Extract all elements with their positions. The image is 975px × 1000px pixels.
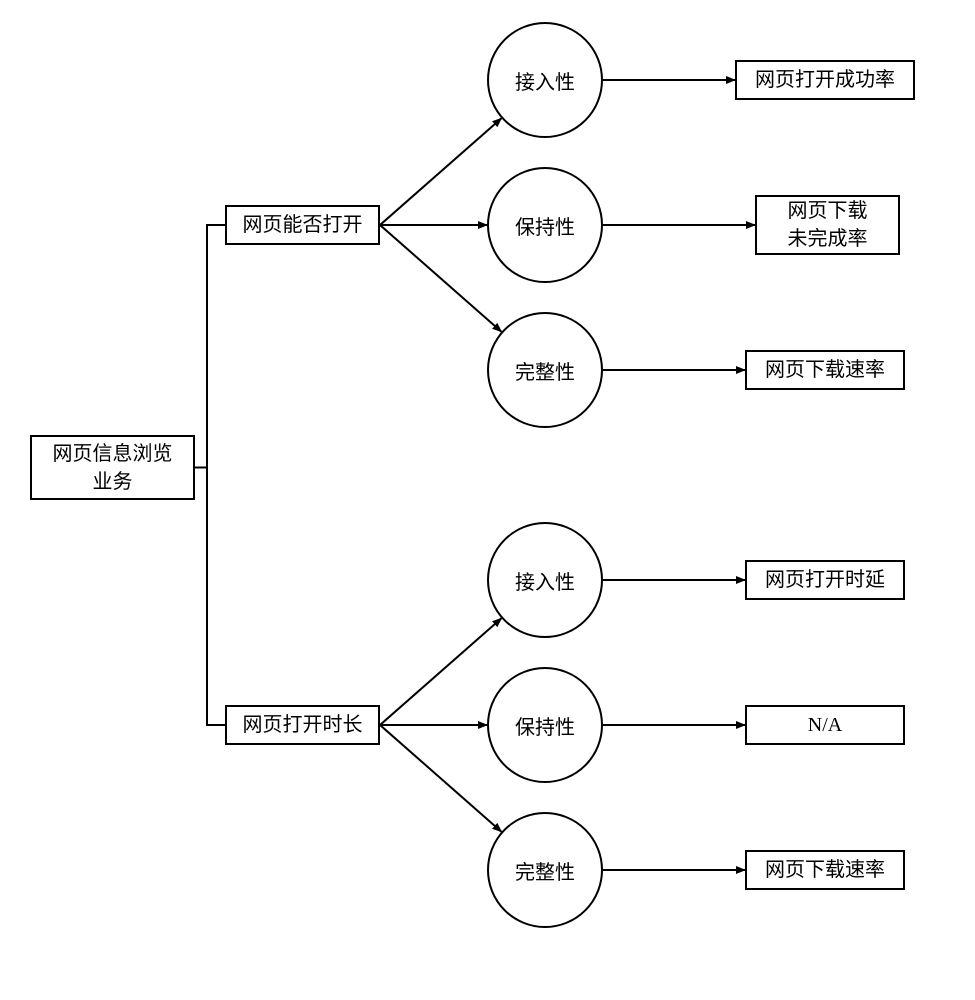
node-b2_c3: 完整性 [487, 812, 603, 928]
node-leaf3: 网页下载速率 [745, 350, 905, 390]
node-b2_c2: 保持性 [487, 667, 603, 783]
node-b1_c3: 完整性 [487, 312, 603, 428]
node-label: 网页打开时长 [243, 711, 363, 739]
node-label: 完整性 [515, 356, 575, 385]
node-label: 网页打开成功率 [755, 66, 895, 94]
diagram-canvas: 网页信息浏览 业务网页能否打开网页打开时长接入性保持性完整性接入性保持性完整性网… [0, 0, 975, 1000]
node-label: N/A [808, 711, 842, 739]
node-label: 完整性 [515, 856, 575, 885]
edge-root-branch2 [195, 468, 225, 726]
node-label: 网页下载 未完成率 [788, 197, 868, 253]
node-label: 保持性 [515, 711, 575, 740]
node-label: 网页下载速率 [765, 356, 885, 384]
node-branch2: 网页打开时长 [225, 705, 380, 745]
node-label: 网页打开时延 [765, 566, 885, 594]
node-leaf4: 网页打开时延 [745, 560, 905, 600]
node-branch1: 网页能否打开 [225, 205, 380, 245]
edge-branch2-b2_c3 [380, 725, 501, 832]
node-b1_c2: 保持性 [487, 167, 603, 283]
node-label: 网页信息浏览 业务 [53, 440, 173, 496]
node-root: 网页信息浏览 业务 [30, 435, 195, 500]
node-b1_c1: 接入性 [487, 22, 603, 138]
node-leaf2: 网页下载 未完成率 [755, 195, 900, 255]
edge-branch1-b1_c3 [380, 225, 501, 332]
node-leaf6: 网页下载速率 [745, 850, 905, 890]
edge-root-branch1 [195, 225, 225, 468]
node-label: 接入性 [515, 566, 575, 595]
node-b2_c1: 接入性 [487, 522, 603, 638]
node-label: 网页下载速率 [765, 856, 885, 884]
node-leaf1: 网页打开成功率 [735, 60, 915, 100]
node-leaf5: N/A [745, 705, 905, 745]
node-label: 保持性 [515, 211, 575, 240]
edge-branch2-b2_c1 [380, 618, 501, 725]
node-label: 接入性 [515, 66, 575, 95]
edge-branch1-b1_c1 [380, 118, 501, 225]
node-label: 网页能否打开 [243, 211, 363, 239]
